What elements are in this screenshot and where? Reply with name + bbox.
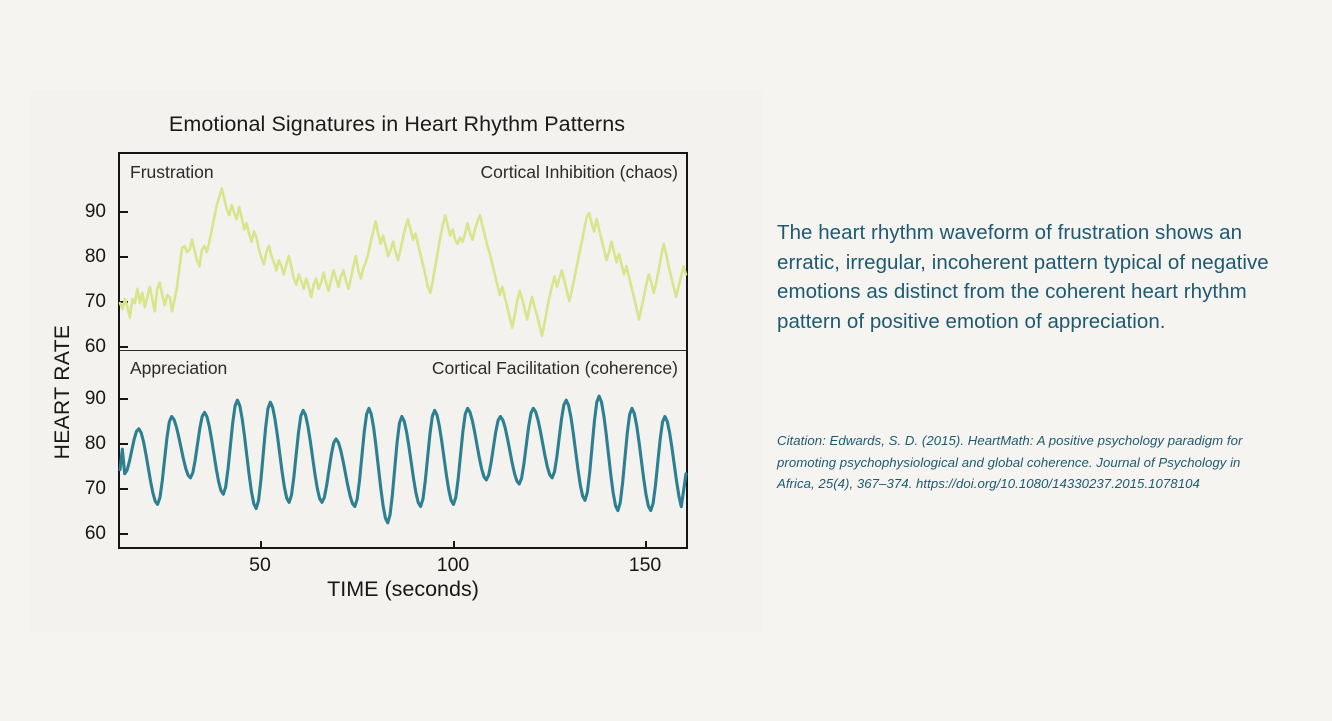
panel-divider [120,350,686,351]
ytick-label-top-70: 70 [84,291,106,312]
frustration-waveform [118,187,688,338]
x-axis-title: TIME (seconds) [327,577,479,601]
ytick-label-top-90: 90 [84,201,106,222]
ytick-mark [119,346,128,348]
chart-title: Emotional Signatures in Heart Rhythm Pat… [168,112,626,136]
ytick-mark [119,533,128,535]
ytick-label-bot-80: 80 [84,433,106,454]
ytick-label-top-80: 80 [84,246,106,267]
xtick-mark [453,541,455,549]
description-text: The heart rhythm waveform of frustration… [777,221,1269,333]
xtick-label-100: 100 [436,554,470,576]
ytick-mark [119,488,128,490]
xtick-label-150: 150 [628,554,662,576]
xtick-mark [645,541,647,549]
ytick-label-bot-60: 60 [84,523,106,544]
ytick-mark [119,256,128,258]
chart-card: Emotional Signatures in Heart Rhythm Pat… [31,90,763,632]
panel-label-frustration: Frustration [130,162,214,182]
panel-label-appreciation: Appreciation [130,358,228,378]
ytick-mark [119,211,128,213]
xtick-label-50: 50 [249,554,271,576]
citation-text: Citation: Edwards, S. D. (2015). HeartMa… [777,433,1243,491]
xtick-mark [260,541,262,549]
ytick-label-bot-70: 70 [84,478,106,499]
panel-label-cortical-inhibition: Cortical Inhibition (chaos) [480,162,678,182]
description-block: The heart rhythm waveform of frustration… [777,218,1277,336]
ytick-label-top-60: 60 [84,336,106,357]
ytick-mark [119,443,128,445]
plot-area: Frustration Cortical Inhibition (chaos) … [118,152,688,549]
ytick-mark [119,398,128,400]
appreciation-waveform [118,394,688,525]
ytick-label-bot-90: 90 [84,388,106,409]
panel-label-cortical-facilitation: Cortical Facilitation (coherence) [431,358,678,378]
